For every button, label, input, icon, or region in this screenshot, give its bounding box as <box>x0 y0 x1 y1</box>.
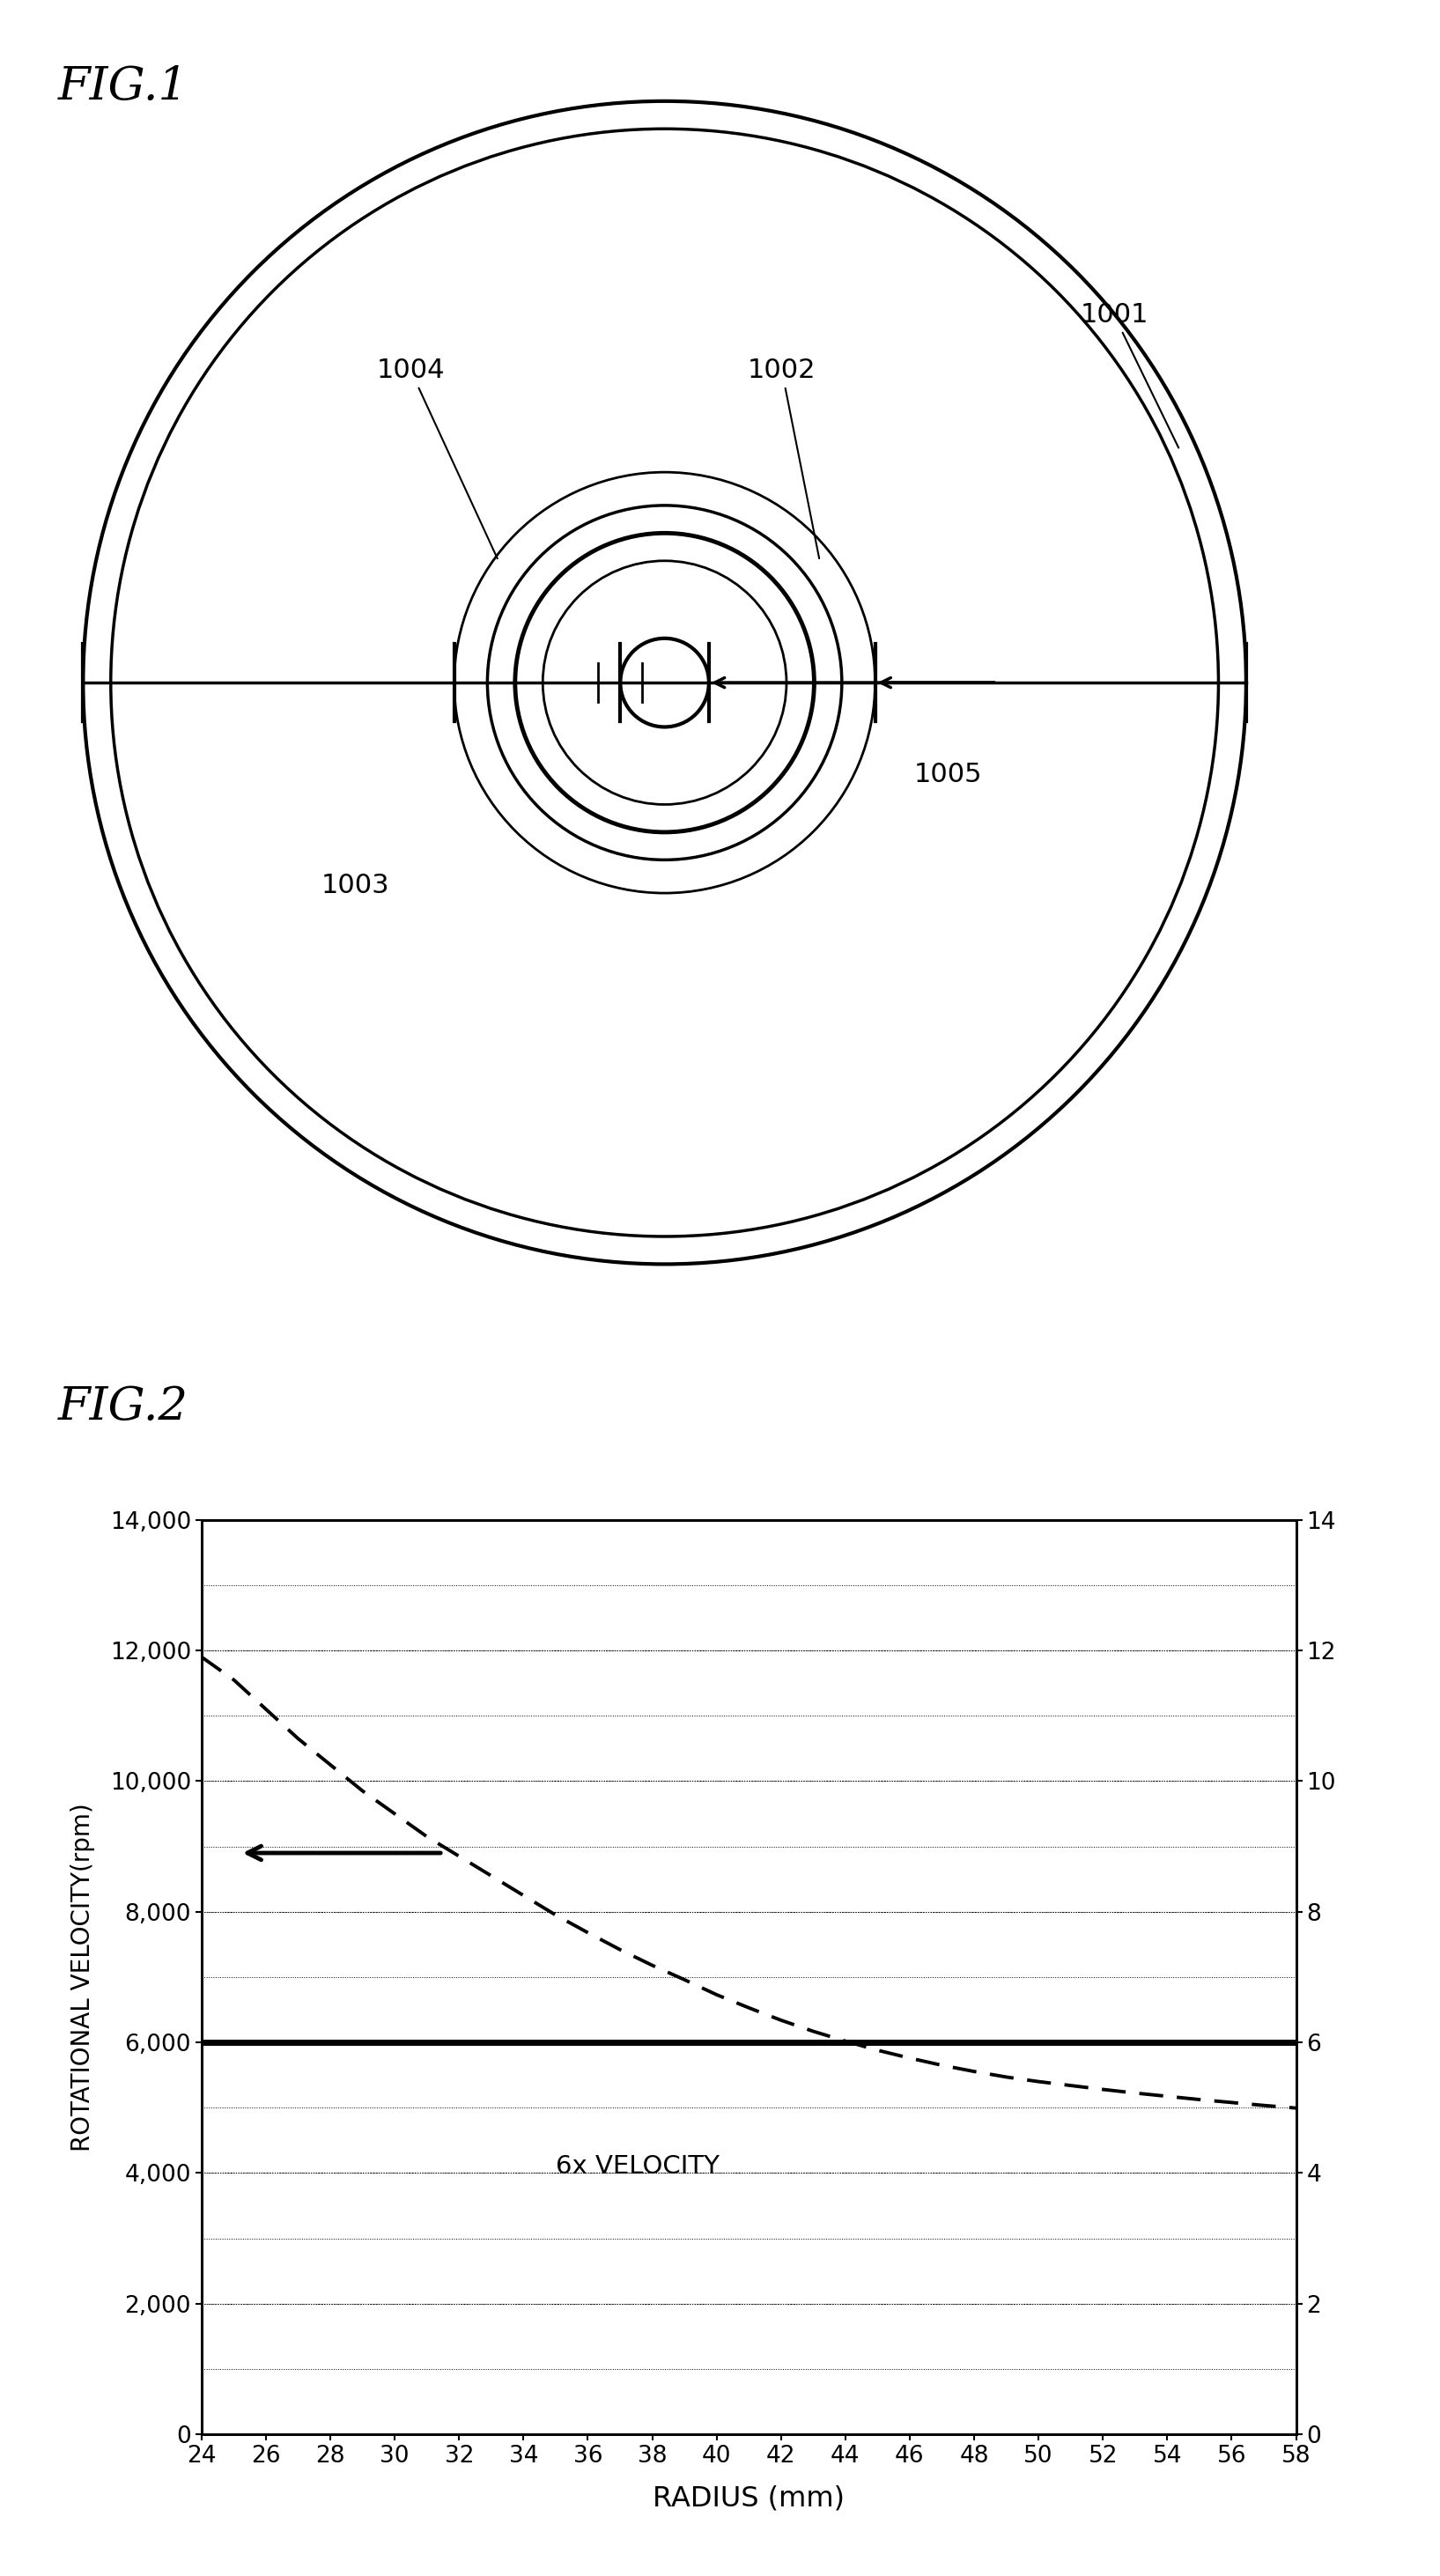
Text: 1004: 1004 <box>377 358 497 559</box>
Text: 1003: 1003 <box>321 873 390 899</box>
Text: 1001: 1001 <box>1080 301 1178 448</box>
Y-axis label: ROTATIONAL VELOCITY(rpm): ROTATIONAL VELOCITY(rpm) <box>71 1803 95 2151</box>
Text: 1002: 1002 <box>747 358 819 559</box>
Text: 1005: 1005 <box>914 762 982 788</box>
Text: FIG.1: FIG.1 <box>58 64 189 108</box>
Text: 6x VELOCITY: 6x VELOCITY <box>556 2154 720 2179</box>
Text: FIG.2: FIG.2 <box>58 1386 189 1430</box>
X-axis label: RADIUS (mm): RADIUS (mm) <box>652 2486 845 2512</box>
